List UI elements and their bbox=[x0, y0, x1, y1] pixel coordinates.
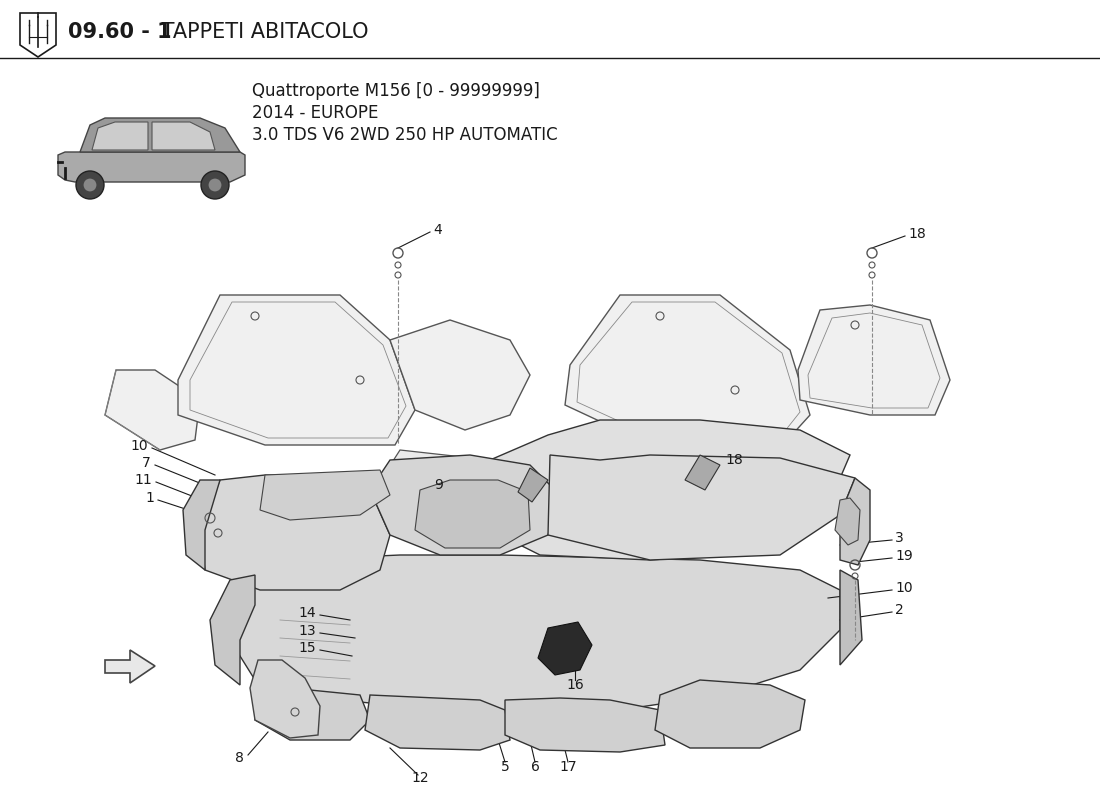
Polygon shape bbox=[104, 650, 155, 683]
Text: 3: 3 bbox=[895, 531, 904, 545]
Text: 18: 18 bbox=[725, 453, 742, 467]
Circle shape bbox=[201, 171, 229, 199]
Text: Quattroporte M156 [0 - 99999999]: Quattroporte M156 [0 - 99999999] bbox=[252, 82, 540, 100]
Text: 2: 2 bbox=[895, 603, 904, 617]
Polygon shape bbox=[415, 480, 530, 548]
Text: TAPPETI ABITACOLO: TAPPETI ABITACOLO bbox=[155, 22, 368, 42]
Polygon shape bbox=[210, 575, 255, 685]
Polygon shape bbox=[365, 695, 510, 750]
Polygon shape bbox=[505, 698, 666, 752]
Polygon shape bbox=[840, 478, 870, 565]
Polygon shape bbox=[260, 470, 390, 520]
Circle shape bbox=[82, 178, 97, 192]
Text: 3.0 TDS V6 2WD 250 HP AUTOMATIC: 3.0 TDS V6 2WD 250 HP AUTOMATIC bbox=[252, 126, 558, 144]
Text: 1: 1 bbox=[145, 491, 154, 505]
Text: 10: 10 bbox=[895, 581, 913, 595]
Polygon shape bbox=[80, 118, 240, 152]
Polygon shape bbox=[230, 555, 840, 715]
Polygon shape bbox=[152, 122, 214, 150]
Text: 7: 7 bbox=[142, 456, 151, 470]
Polygon shape bbox=[538, 622, 592, 675]
Polygon shape bbox=[178, 295, 415, 445]
Polygon shape bbox=[798, 305, 950, 415]
Polygon shape bbox=[200, 475, 390, 590]
Text: 12: 12 bbox=[411, 771, 429, 785]
Text: 5: 5 bbox=[500, 760, 509, 774]
Polygon shape bbox=[250, 660, 320, 738]
Polygon shape bbox=[58, 152, 245, 182]
Text: 8: 8 bbox=[235, 751, 244, 765]
Polygon shape bbox=[490, 420, 850, 560]
Text: 2014 - EUROPE: 2014 - EUROPE bbox=[252, 104, 378, 122]
Polygon shape bbox=[518, 468, 548, 502]
Polygon shape bbox=[255, 680, 370, 740]
Polygon shape bbox=[390, 320, 530, 430]
Text: 14: 14 bbox=[298, 606, 316, 620]
Polygon shape bbox=[565, 295, 810, 448]
Text: 9: 9 bbox=[434, 478, 443, 492]
Text: 4: 4 bbox=[433, 223, 442, 237]
Polygon shape bbox=[183, 480, 220, 570]
Polygon shape bbox=[92, 122, 148, 150]
Polygon shape bbox=[840, 570, 862, 665]
Text: 6: 6 bbox=[530, 760, 539, 774]
Polygon shape bbox=[835, 498, 860, 545]
Text: 15: 15 bbox=[298, 641, 316, 655]
Text: 13: 13 bbox=[298, 624, 316, 638]
Text: 11: 11 bbox=[134, 473, 152, 487]
Polygon shape bbox=[685, 455, 720, 490]
Circle shape bbox=[76, 171, 104, 199]
Polygon shape bbox=[654, 680, 805, 748]
Polygon shape bbox=[548, 455, 855, 560]
Text: 16: 16 bbox=[566, 678, 584, 692]
Text: 10: 10 bbox=[131, 439, 149, 453]
Polygon shape bbox=[370, 455, 560, 555]
Polygon shape bbox=[104, 370, 200, 450]
Polygon shape bbox=[368, 450, 560, 540]
Polygon shape bbox=[20, 13, 56, 57]
Text: 09.60 - 1: 09.60 - 1 bbox=[68, 22, 172, 42]
Text: 18: 18 bbox=[908, 227, 926, 241]
Text: 17: 17 bbox=[559, 760, 576, 774]
Circle shape bbox=[208, 178, 222, 192]
Text: 19: 19 bbox=[895, 549, 913, 563]
